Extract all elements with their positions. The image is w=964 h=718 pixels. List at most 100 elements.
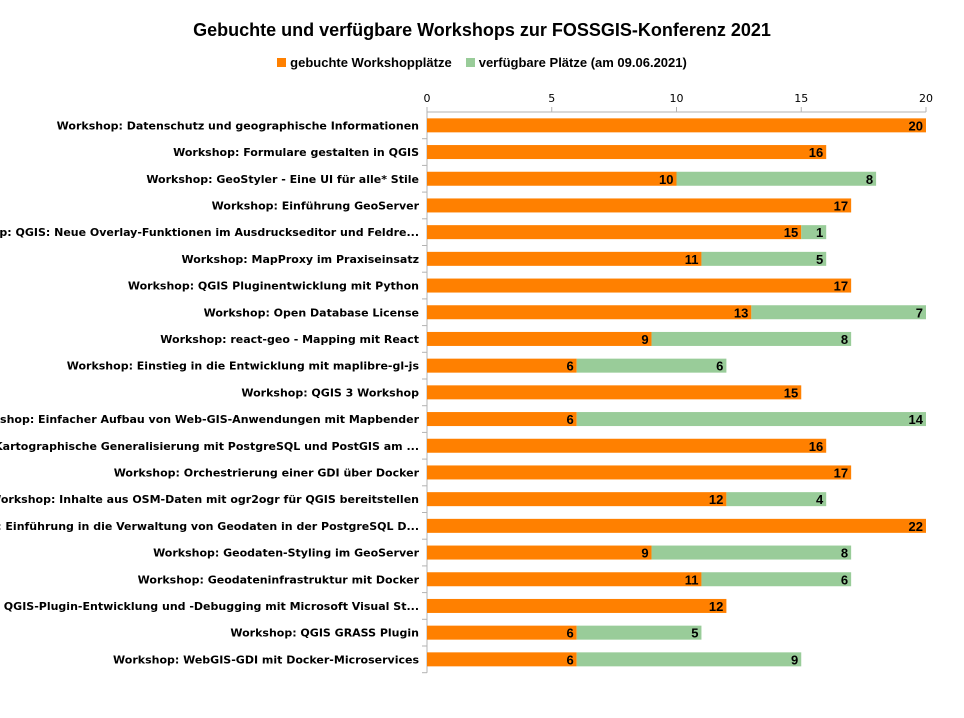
bar-booked [427, 225, 802, 240]
x-tick-label: 0 [424, 92, 431, 105]
data-label-booked: 16 [809, 145, 823, 160]
bar-booked [427, 171, 677, 186]
bar-booked [427, 465, 852, 480]
bar-booked [427, 251, 702, 266]
data-label-booked: 6 [566, 626, 573, 641]
data-label-booked: 10 [659, 172, 673, 187]
category-label: Workshop: WebGIS-GDI mit Docker-Microser… [113, 653, 419, 666]
data-label-booked: 17 [834, 198, 848, 213]
bar-booked [427, 198, 852, 213]
category-label: Workshop: QGIS: Neue Overlay-Funktionen … [0, 226, 419, 239]
bar-available [751, 305, 926, 320]
category-label: Workshop: Einstieg in die Entwicklung mi… [67, 360, 420, 373]
bar-booked [427, 358, 577, 373]
bar-available [651, 545, 852, 560]
bar-available [676, 171, 877, 186]
bar-booked [427, 412, 577, 427]
data-label-available: 5 [691, 626, 698, 641]
legend-item-available: verfügbare Plätze (am 09.06.2021) [465, 55, 687, 70]
category-label: Workshop: QGIS Pluginentwicklung mit Pyt… [128, 280, 419, 293]
bar-booked [427, 305, 752, 320]
bar-booked [427, 598, 727, 613]
category-label: Workshop: Kartographische Generalisierun… [0, 440, 419, 453]
bar-booked [427, 545, 652, 560]
legend-swatch-booked [277, 58, 287, 67]
legend-item-booked: gebuchte Workshopplätze [277, 55, 452, 70]
x-tick-label: 20 [919, 92, 933, 105]
data-label-booked: 15 [784, 385, 798, 400]
category-label: Workshop: Open Database License [204, 306, 419, 319]
category-label: Workshop: Formulare gestalten in QGIS [173, 146, 419, 159]
bar-booked [427, 572, 702, 587]
category-label: Workshop: Geodateninfrastruktur mit Dock… [138, 573, 420, 586]
category-label: Workshop: MapProxy im Praxiseinsatz [181, 253, 419, 266]
bar-available [651, 331, 852, 346]
chart-title: Gebuchte und verfügbare Workshops zur FO… [193, 20, 771, 40]
data-label-booked: 12 [709, 599, 723, 614]
category-label: Workshop: Datenschutz und geographische … [57, 119, 419, 132]
legend-label-booked: gebuchte Workshopplätze [290, 55, 452, 70]
bar-booked [427, 331, 652, 346]
x-tick-label: 10 [670, 92, 684, 105]
category-label: Workshop: QGIS-Plugin-Entwicklung und -D… [0, 600, 419, 613]
bar-booked [427, 492, 727, 507]
data-label-available: 5 [816, 252, 823, 267]
bar-available [576, 625, 702, 640]
bar-available [701, 251, 827, 266]
data-label-available: 14 [909, 412, 924, 427]
bar-booked [427, 438, 827, 453]
bar-available [576, 412, 926, 427]
data-label-booked: 22 [909, 519, 923, 534]
bar-booked [427, 652, 577, 667]
category-label: Workshop: Einfacher Aufbau von Web-GIS-A… [0, 413, 420, 426]
data-label-available: 8 [841, 546, 848, 561]
data-label-booked: 6 [566, 359, 573, 374]
data-label-booked: 11 [685, 252, 699, 267]
data-label-available: 1 [816, 225, 823, 240]
data-label-booked: 9 [641, 332, 648, 347]
data-label-booked: 6 [566, 652, 573, 667]
x-tick-label: 15 [794, 92, 808, 105]
bar-available [576, 652, 802, 667]
data-label-booked: 13 [734, 305, 748, 320]
bar-available [576, 358, 727, 373]
data-label-booked: 6 [566, 412, 573, 427]
bar-booked [427, 385, 802, 400]
category-label: Workshop: QGIS 3 Workshop [241, 386, 419, 399]
bar-available [726, 492, 827, 507]
data-label-available: 7 [916, 305, 923, 320]
bar-booked [427, 518, 926, 533]
bar-booked [427, 145, 827, 160]
data-label-available: 4 [816, 492, 824, 507]
data-label-available: 8 [841, 332, 848, 347]
x-tick-label: 5 [548, 92, 555, 105]
data-label-booked: 20 [909, 118, 923, 133]
legend-label-available: verfügbare Plätze (am 09.06.2021) [478, 55, 687, 70]
data-label-available: 8 [866, 172, 873, 187]
bar-booked [427, 278, 852, 293]
category-label: Workshop: Geodaten-Styling im GeoServer [153, 547, 420, 560]
bar-booked [427, 625, 577, 640]
category-label: Workshop: GeoStyler - Eine UI für alle* … [146, 173, 419, 186]
data-label-available: 9 [791, 652, 798, 667]
category-label: Workshop: Einführung in die Verwaltung v… [0, 520, 419, 533]
data-label-booked: 12 [709, 492, 723, 507]
category-label: Workshop: QGIS GRASS Plugin [230, 627, 419, 640]
bar-available [801, 225, 827, 240]
category-label: Workshop: Einführung GeoServer [212, 199, 420, 212]
data-label-booked: 11 [685, 572, 699, 587]
legend: gebuchte Workshopplätze verfügbare Plätz… [0, 55, 964, 70]
category-label: Workshop: Orchestrierung einer GDI über … [114, 466, 420, 479]
bar-available [701, 572, 852, 587]
data-label-booked: 17 [834, 279, 848, 294]
bar-booked [427, 118, 926, 133]
data-label-available: 6 [841, 572, 848, 587]
category-label: Workshop: react-geo - Mapping mit React [160, 333, 419, 346]
data-label-booked: 15 [784, 225, 798, 240]
data-label-booked: 17 [834, 465, 848, 480]
category-label: Workshop: Inhalte aus OSM-Daten mit ogr2… [0, 493, 419, 506]
data-label-available: 6 [716, 359, 723, 374]
legend-swatch-available [465, 58, 475, 67]
data-label-booked: 16 [809, 439, 823, 454]
